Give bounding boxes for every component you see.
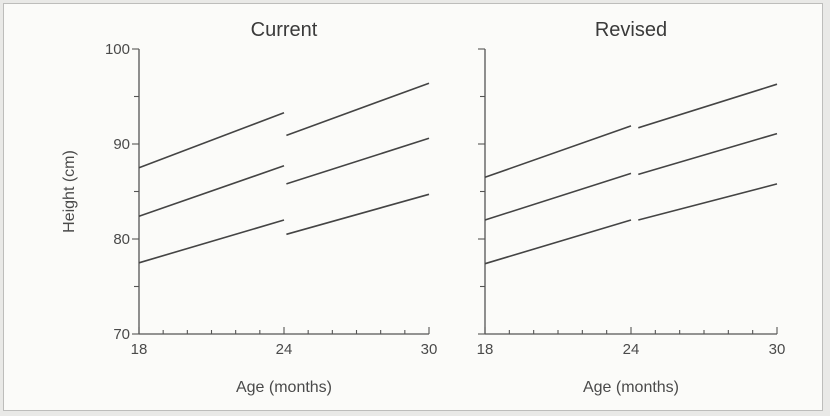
panel-1-x-axis-title: Age (months) (236, 379, 332, 396)
panel-1-y-tick-label: 90 (113, 136, 130, 153)
panel-1-series-line-2 (286, 82, 430, 137)
panel-2-x-tick-label: 18 (477, 341, 494, 358)
panel-2-series-line-3 (484, 172, 632, 221)
panel-2-series-line-2 (638, 83, 778, 129)
chart-svg: 70 80 90 100 18 24 30 Current Age (months) Height… (61, 19, 786, 396)
panel-2-x-tick-label: 24 (623, 341, 640, 358)
panel-2-x-axis-title: Age (months) (583, 379, 679, 396)
panel-2-series-line-1 (484, 125, 632, 179)
figure: 70 80 90 100 18 24 30 Current Age (months) Height… (3, 3, 823, 411)
panel-1-x-tick-label: 18 (131, 341, 148, 358)
panel-1-series-line-5 (138, 219, 285, 264)
panel-1-y-axis-title: Height (cm) (61, 150, 78, 233)
panel-1-series-line-6 (286, 193, 430, 236)
panel-1-x-tick-label: 24 (276, 341, 293, 358)
panel-2-x-tick-label: 30 (769, 341, 786, 358)
panel-1-y-tick-label: 80 (113, 231, 130, 248)
panel-2-series-line-6 (638, 183, 778, 221)
panel-1-y-tick-label: 100 (105, 41, 130, 58)
panel-1-y-tick-label: 70 (113, 326, 130, 343)
panel-1-series-line-3 (138, 165, 285, 217)
panel-1-x-tick-label: 30 (421, 341, 438, 358)
panel-2-series-line-4 (638, 132, 778, 176)
panel-2-title: Revised (595, 19, 667, 41)
panel-1-series-line-4 (286, 137, 430, 185)
panel-1-title: Current (251, 19, 318, 41)
panel-2-series-line-5 (484, 219, 632, 265)
panel-1-series-line-1 (138, 111, 285, 169)
